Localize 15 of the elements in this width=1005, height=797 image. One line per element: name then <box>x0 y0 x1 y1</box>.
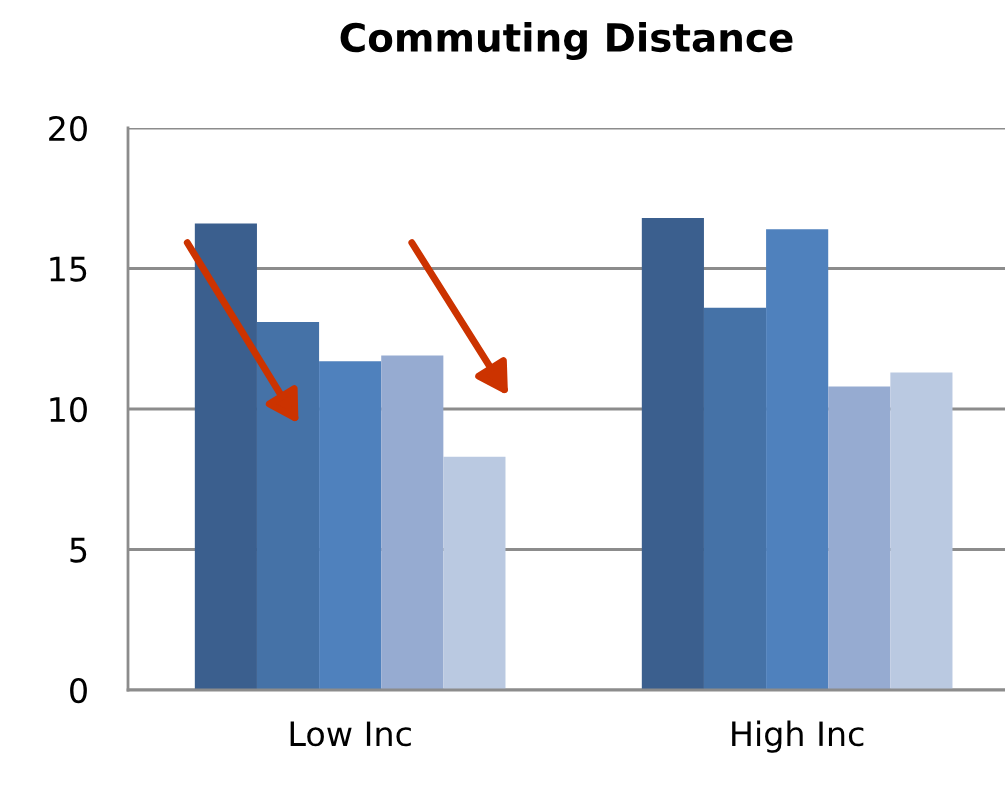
x-tick-label: Low Inc <box>290 721 411 747</box>
chart-title: Commuting Distance <box>340 22 793 60</box>
y-tick-label: 5 <box>70 537 87 563</box>
y-tick-label: 10 <box>50 396 87 423</box>
bar <box>319 361 382 690</box>
bar <box>443 456 506 690</box>
bar <box>641 217 704 690</box>
bar <box>703 307 767 690</box>
y-tick-label: 0 <box>70 677 87 704</box>
y-tick-label: 15 <box>50 256 87 282</box>
bar <box>828 386 891 690</box>
y-tick-label: 20 <box>49 115 87 142</box>
bar <box>890 372 953 690</box>
bar <box>766 229 829 690</box>
x-tick-label: High Inc <box>732 720 864 753</box>
